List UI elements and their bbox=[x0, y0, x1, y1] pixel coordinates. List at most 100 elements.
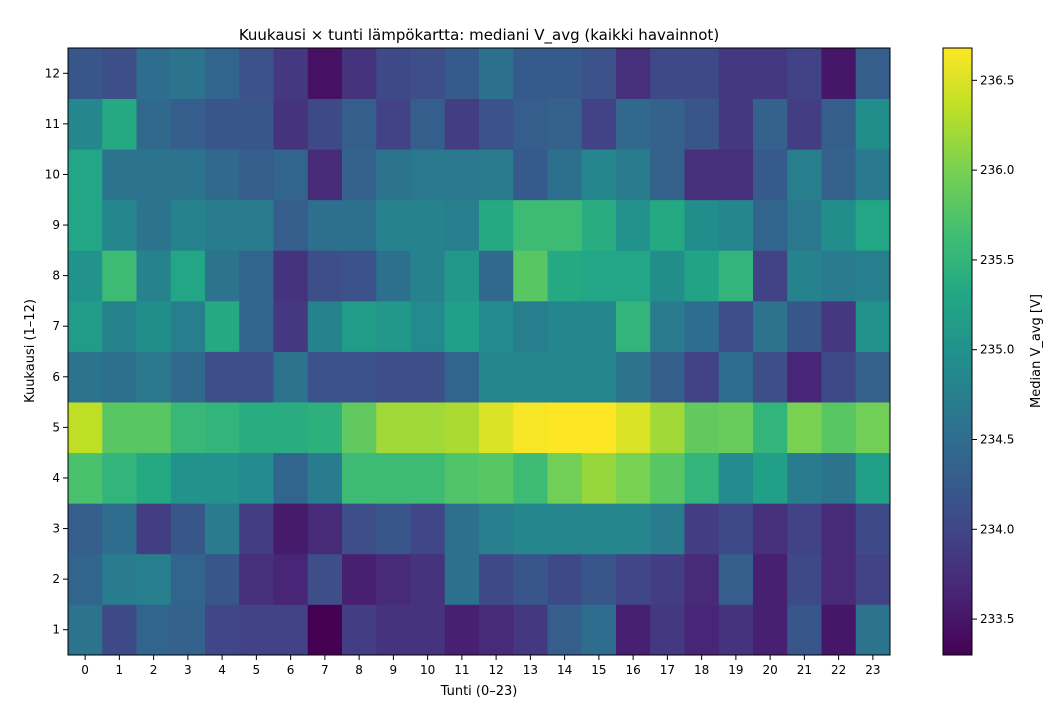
heatmap-cell bbox=[102, 250, 137, 302]
heatmap-cell bbox=[273, 604, 309, 656]
heatmap-cell bbox=[205, 553, 240, 605]
heatmap-cell bbox=[855, 199, 891, 251]
heatmap-cell bbox=[787, 553, 822, 605]
heatmap-cell bbox=[170, 250, 206, 302]
y-tick-label: 12 bbox=[45, 66, 60, 80]
heatmap-cell bbox=[170, 402, 206, 454]
heatmap-cell bbox=[547, 553, 583, 605]
heatmap-cell bbox=[136, 300, 172, 352]
heatmap-cell bbox=[410, 48, 446, 99]
heatmap-cell bbox=[170, 351, 206, 403]
heatmap-cell bbox=[102, 48, 137, 99]
heatmap-cell bbox=[307, 452, 343, 504]
heatmap-cell bbox=[273, 149, 309, 201]
heatmap-cell bbox=[753, 250, 788, 302]
heatmap-cell bbox=[513, 199, 548, 251]
heatmap-cell bbox=[410, 300, 446, 352]
heatmap-cell bbox=[239, 553, 274, 605]
heatmap-cell bbox=[547, 402, 583, 454]
heatmap-cell bbox=[273, 351, 309, 403]
x-tick-label: 0 bbox=[81, 663, 89, 677]
x-tick-label: 19 bbox=[728, 663, 743, 677]
y-axis-label: Kuukausi (1–12) bbox=[23, 299, 38, 403]
heatmap-cell bbox=[102, 503, 137, 555]
heatmap-cell bbox=[307, 604, 343, 656]
heatmap-cell bbox=[205, 503, 240, 555]
heatmap-cell bbox=[102, 604, 137, 656]
x-tick-label: 13 bbox=[523, 663, 538, 677]
heatmap-cell bbox=[479, 199, 514, 251]
heatmap-cell bbox=[342, 48, 377, 99]
heatmap-cell bbox=[342, 250, 377, 302]
heatmap-cell bbox=[821, 98, 857, 150]
heatmap-cell bbox=[342, 300, 377, 352]
heatmap-cell bbox=[102, 98, 137, 150]
heatmap-cell bbox=[821, 300, 857, 352]
heatmap-cell bbox=[342, 553, 377, 605]
heatmap-cell bbox=[787, 351, 822, 403]
x-tick-label: 21 bbox=[797, 663, 812, 677]
heatmap-cell bbox=[718, 250, 754, 302]
heatmap-cell bbox=[307, 553, 343, 605]
heatmap-cell bbox=[479, 149, 514, 201]
heatmap-cell bbox=[718, 300, 754, 352]
heatmap-cell bbox=[170, 452, 206, 504]
heatmap-cell bbox=[376, 604, 411, 656]
heatmap-cell bbox=[136, 199, 172, 251]
x-tick-label: 10 bbox=[420, 663, 435, 677]
y-tick-label: 8 bbox=[52, 269, 60, 283]
heatmap-cell bbox=[170, 149, 206, 201]
heatmap-cell bbox=[547, 452, 583, 504]
heatmap-cell bbox=[307, 351, 343, 403]
heatmap-cell bbox=[787, 48, 822, 99]
heatmap-cell bbox=[753, 300, 788, 352]
heatmap-cell bbox=[410, 98, 446, 150]
heatmap-cell bbox=[581, 402, 617, 454]
x-tick-label: 5 bbox=[253, 663, 261, 677]
heatmap-cell bbox=[684, 300, 720, 352]
x-tick-label: 18 bbox=[694, 663, 709, 677]
heatmap-cell bbox=[753, 553, 788, 605]
heatmap-cell bbox=[718, 351, 754, 403]
heatmap-cell bbox=[513, 149, 548, 201]
heatmap-cell bbox=[444, 351, 480, 403]
heatmap-cell bbox=[102, 300, 137, 352]
heatmap-cell bbox=[718, 149, 754, 201]
heatmap-cell bbox=[787, 199, 822, 251]
heatmap-cell bbox=[102, 553, 137, 605]
colorbar bbox=[942, 47, 973, 656]
heatmap-cell bbox=[616, 250, 651, 302]
heatmap-cell bbox=[513, 98, 548, 150]
y-tick-label: 6 bbox=[52, 370, 60, 384]
heatmap-cell bbox=[513, 402, 548, 454]
heatmap-cell bbox=[342, 199, 377, 251]
colorbar-tick-label: 236.0 bbox=[980, 163, 1014, 177]
heatmap-cell bbox=[821, 604, 857, 656]
heatmap-cell bbox=[136, 48, 172, 99]
heatmap-cell bbox=[170, 48, 206, 99]
heatmap-cell bbox=[273, 300, 309, 352]
heatmap-cell bbox=[479, 553, 514, 605]
heatmap-cell bbox=[342, 452, 377, 504]
heatmap-cell bbox=[479, 300, 514, 352]
heatmap-cell bbox=[513, 351, 548, 403]
heatmap-cell bbox=[444, 48, 480, 99]
heatmap-cell bbox=[205, 149, 240, 201]
heatmap-cell bbox=[821, 149, 857, 201]
heatmap-cell bbox=[650, 199, 685, 251]
heatmap-cell bbox=[376, 402, 411, 454]
heatmap-cell bbox=[479, 402, 514, 454]
heatmap-cell bbox=[410, 351, 446, 403]
heatmap-cell bbox=[376, 98, 411, 150]
heatmap-cell bbox=[616, 503, 651, 555]
heatmap-cell bbox=[581, 553, 617, 605]
x-tick-label: 3 bbox=[184, 663, 192, 677]
heatmap-cell bbox=[342, 149, 377, 201]
heatmap-cell bbox=[479, 98, 514, 150]
heatmap-cell bbox=[581, 604, 617, 656]
colorbar-label: Median V_avg [V] bbox=[1029, 294, 1044, 408]
x-tick-label: 9 bbox=[390, 663, 398, 677]
heatmap-cell bbox=[718, 402, 754, 454]
heatmap-cell bbox=[68, 402, 103, 454]
heatmap-cell bbox=[479, 48, 514, 99]
